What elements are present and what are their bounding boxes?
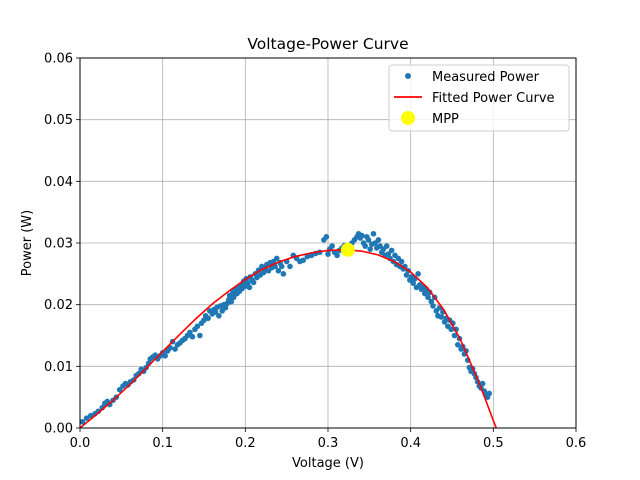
x-tick-label: 0.3: [318, 436, 339, 451]
x-tick-label: 0.6: [566, 436, 587, 451]
measured-power-point: [375, 237, 382, 243]
measured-power-point: [194, 323, 201, 330]
measured-power-point: [246, 284, 253, 291]
measured-power-point: [329, 243, 335, 249]
measured-power-point: [189, 333, 196, 340]
measured-power-point: [359, 232, 365, 239]
legend: Measured Power Fitted Power Curve MPP: [388, 64, 570, 132]
measured-power-point: [228, 298, 235, 305]
measured-power-point: [250, 279, 257, 286]
measured-power-point: [116, 386, 123, 393]
legend-marker-mpp: [401, 111, 415, 125]
measured-power-point: [325, 251, 331, 257]
chart-title: Voltage-Power Curve: [247, 35, 408, 53]
measured-power-point: [428, 298, 435, 305]
measured-power-point: [486, 390, 493, 397]
mpp-marker: [340, 242, 355, 257]
measured-power-point: [323, 234, 330, 240]
measured-power-point: [230, 294, 237, 301]
measured-power-point: [106, 401, 113, 408]
legend-box: [388, 64, 570, 132]
measured-power-point: [212, 309, 219, 315]
y-axis: 0.00 0.01 0.02 0.03 0.04 0.05 0.06: [44, 52, 80, 437]
measured-power-point: [415, 271, 421, 277]
measured-power-point: [367, 246, 373, 252]
measured-power-point: [365, 237, 372, 243]
measured-power-point: [425, 294, 431, 301]
measured-power-point: [80, 419, 86, 425]
measured-power-point: [451, 332, 458, 339]
x-axis: 0.0 0.1 0.2 0.3 0.4 0.5 0.6: [70, 428, 587, 451]
measured-power-point: [370, 230, 377, 237]
legend-label-measured: Measured Power: [432, 70, 540, 85]
y-tick-label: 0.05: [44, 113, 73, 128]
x-tick-label: 0.4: [400, 436, 421, 451]
measured-power-point: [245, 280, 251, 286]
measured-power-point: [300, 257, 307, 264]
measured-power-point: [362, 243, 369, 249]
measured-power-point: [403, 272, 410, 278]
measured-power-point: [278, 263, 285, 270]
x-tick-label: 0.5: [483, 436, 504, 451]
y-tick-label: 0.06: [44, 52, 73, 67]
plot-area: [80, 230, 498, 428]
measured-power-point: [334, 252, 340, 259]
x-axis-label: Voltage (V): [292, 456, 364, 471]
fitted-power-curve-line: [80, 248, 498, 428]
measured-power-point: [197, 332, 203, 339]
measured-power-point: [430, 303, 436, 309]
y-tick-label: 0.02: [44, 298, 73, 313]
measured-power-point: [162, 353, 168, 359]
measured-power-point: [438, 314, 445, 320]
measured-power-point: [479, 380, 486, 387]
x-tick-label: 0.2: [235, 436, 256, 451]
measured-power-point: [222, 304, 229, 311]
measured-power-point: [454, 341, 461, 348]
x-tick-label: 0.0: [70, 436, 91, 451]
measured-power-point: [398, 258, 405, 265]
measured-power-point: [410, 280, 416, 286]
measured-power-point: [273, 255, 280, 262]
measured-power-point: [383, 243, 390, 249]
measured-power-point: [280, 271, 287, 277]
y-tick-label: 0.00: [44, 422, 73, 437]
measured-power-point: [275, 267, 282, 274]
legend-label-mpp: MPP: [432, 112, 459, 127]
measured-power-point: [187, 329, 193, 336]
measured-power-point: [448, 326, 454, 333]
y-tick-label: 0.04: [44, 175, 73, 190]
measured-power-point: [388, 247, 395, 254]
measured-power-point: [83, 415, 90, 421]
legend-label-fitted: Fitted Power Curve: [432, 91, 555, 106]
measured-power-point: [216, 312, 222, 319]
legend-marker-measured: [405, 73, 411, 79]
measured-power-point: [205, 315, 211, 322]
measured-power-point: [421, 290, 428, 297]
x-tick-label: 0.1: [152, 436, 173, 451]
measured-power-point: [287, 263, 293, 270]
y-axis-label: Power (W): [20, 210, 35, 276]
y-tick-label: 0.01: [44, 360, 73, 375]
measured-power-point: [385, 251, 392, 257]
measured-power-point: [172, 346, 178, 352]
y-tick-label: 0.03: [44, 237, 73, 252]
